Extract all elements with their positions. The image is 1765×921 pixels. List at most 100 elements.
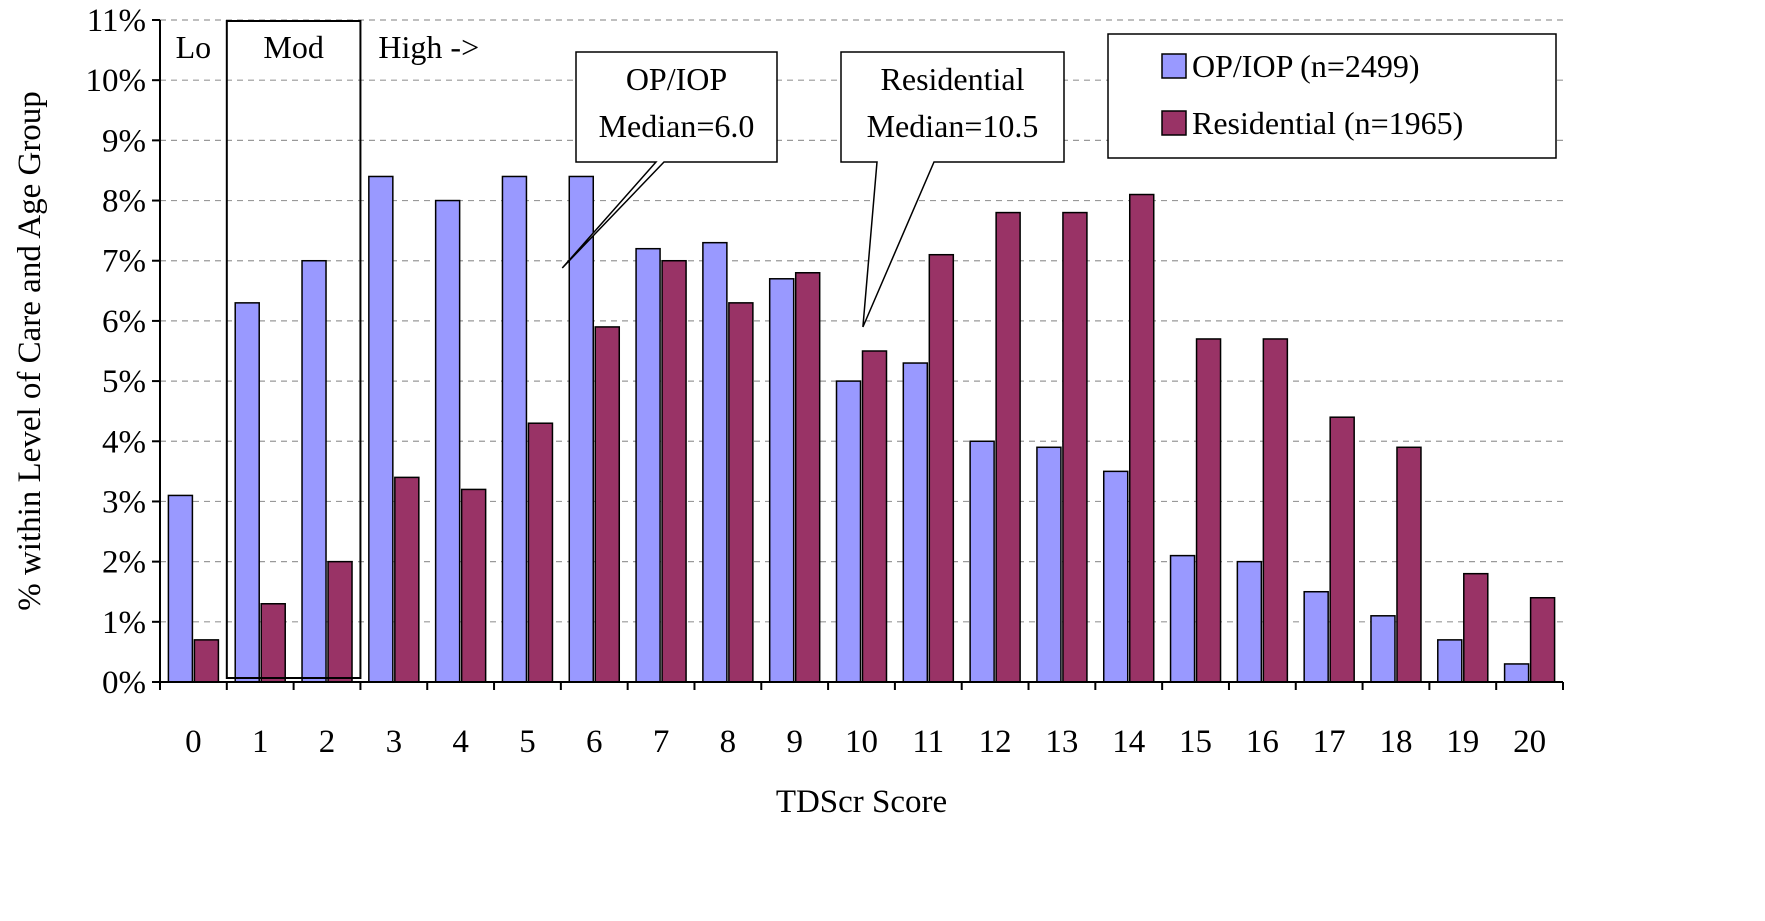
bar-residential bbox=[728, 302, 754, 683]
bar-residential bbox=[1262, 338, 1289, 683]
score-regions: Lo Mod High -> bbox=[176, 20, 479, 679]
x-tick-label: 3 bbox=[386, 724, 403, 760]
bar-residential bbox=[193, 639, 220, 683]
x-tick-label: 6 bbox=[586, 724, 603, 760]
bar-residential bbox=[327, 560, 353, 683]
bar-residential bbox=[460, 488, 487, 683]
bar-op-iop bbox=[635, 247, 661, 683]
callout-box bbox=[840, 51, 1065, 328]
median-callouts: OP/IOP Median=6.0 Residential Median=10.5 bbox=[561, 51, 1065, 328]
bar-op-iop bbox=[835, 380, 862, 683]
bar-op-iop bbox=[1102, 470, 1129, 683]
bar-residential bbox=[1529, 596, 1556, 683]
bar-op-iop bbox=[1370, 615, 1396, 683]
bar-op-iop bbox=[568, 175, 595, 683]
bar-op-iop bbox=[902, 362, 929, 683]
bar-op-iop bbox=[1236, 560, 1263, 683]
x-tick-label: 12 bbox=[979, 724, 1012, 760]
x-tick-label: 13 bbox=[1045, 724, 1078, 760]
x-tick-label: 15 bbox=[1179, 724, 1212, 760]
x-ticks: 0 1 2 3 4 5 6 7 8 9 10 11 12 13 14 15 16 17 18 19 20 bbox=[159, 682, 1564, 760]
bar-op-iop bbox=[167, 494, 194, 683]
y-tick-label: 0% bbox=[102, 665, 146, 701]
x-tick-label: 7 bbox=[653, 724, 670, 760]
x-tick-label: 8 bbox=[720, 724, 737, 760]
x-tick-label: 9 bbox=[786, 724, 803, 760]
callout-box bbox=[561, 51, 778, 269]
region-label: Mod bbox=[263, 29, 323, 65]
bar-op-iop bbox=[1169, 554, 1196, 683]
bar-op-iop bbox=[501, 175, 528, 683]
x-tick-label: 5 bbox=[519, 724, 536, 760]
y-axis-title: % within Level of Care and Age Group bbox=[12, 91, 48, 611]
x-tick-label: 10 bbox=[845, 724, 878, 760]
bar-op-iop bbox=[768, 278, 795, 683]
y-tick-label: 10% bbox=[86, 63, 147, 99]
grid-lines bbox=[160, 19, 1563, 623]
median-callout: OP/IOP Median=6.0 bbox=[561, 51, 778, 269]
callout-text: Median=6.0 bbox=[599, 108, 755, 144]
bar-op-iop bbox=[1036, 446, 1062, 683]
legend-swatch bbox=[1161, 110, 1187, 136]
x-tick-label: 14 bbox=[1112, 724, 1145, 760]
bar-residential bbox=[1463, 572, 1489, 683]
bar-op-iop bbox=[234, 302, 260, 683]
bar-op-iop bbox=[1303, 590, 1329, 683]
x-axis-title: TDScr Score bbox=[776, 784, 947, 820]
callout-text: Residential bbox=[881, 61, 1025, 97]
bar-op-iop bbox=[969, 440, 995, 683]
bar-residential bbox=[1396, 446, 1422, 683]
axes bbox=[152, 20, 1563, 690]
x-tick-label: 1 bbox=[252, 724, 269, 760]
legend: OP/IOP (n=2499) Residential (n=1965) bbox=[1107, 33, 1557, 159]
bar-residential bbox=[995, 211, 1021, 683]
y-tick-label: 5% bbox=[102, 364, 146, 400]
bar-residential bbox=[1062, 211, 1088, 683]
legend-label: OP/IOP (n=2499) bbox=[1192, 48, 1420, 84]
region-label: Lo bbox=[176, 29, 212, 65]
bar-residential bbox=[1195, 338, 1222, 683]
y-tick-label: 7% bbox=[102, 244, 146, 280]
bar-residential bbox=[1329, 416, 1355, 683]
y-tick-label: 4% bbox=[102, 424, 146, 460]
y-tick-label: 8% bbox=[102, 184, 146, 220]
bar-residential bbox=[794, 272, 821, 683]
callout-text: OP/IOP bbox=[626, 61, 727, 97]
x-tick-label: 0 bbox=[185, 724, 202, 760]
bar-residential bbox=[661, 259, 687, 683]
region-label: High -> bbox=[378, 29, 479, 65]
bar-residential bbox=[394, 476, 420, 683]
bars bbox=[167, 175, 1556, 683]
y-tick-label: 11% bbox=[87, 3, 146, 39]
y-tick-label: 9% bbox=[102, 123, 146, 159]
bar-residential bbox=[260, 603, 286, 683]
y-tick-label: 1% bbox=[102, 605, 146, 641]
bar-residential bbox=[594, 326, 621, 683]
x-tick-label: 4 bbox=[452, 724, 469, 760]
bar-residential bbox=[928, 253, 955, 683]
legend-label: Residential (n=1965) bbox=[1192, 105, 1463, 141]
bar-op-iop bbox=[368, 175, 394, 683]
x-tick-label: 19 bbox=[1446, 724, 1479, 760]
bar-op-iop bbox=[702, 241, 728, 683]
y-tick-label: 2% bbox=[102, 545, 146, 581]
bar-op-iop bbox=[434, 199, 461, 683]
x-tick-label: 18 bbox=[1379, 724, 1412, 760]
x-tick-label: 17 bbox=[1313, 724, 1346, 760]
bar-residential bbox=[861, 350, 888, 683]
y-tick-label: 3% bbox=[102, 484, 146, 520]
bar-op-iop bbox=[1437, 639, 1463, 683]
x-tick-label: 20 bbox=[1513, 724, 1546, 760]
bar-residential bbox=[1128, 193, 1155, 683]
median-callout: Residential Median=10.5 bbox=[840, 51, 1065, 328]
x-tick-label: 11 bbox=[912, 724, 944, 760]
x-tick-label: 2 bbox=[319, 724, 336, 760]
mod-region-box bbox=[225, 20, 362, 679]
bar-op-iop bbox=[301, 259, 327, 683]
bar-op-iop bbox=[1503, 663, 1530, 683]
legend-swatch bbox=[1161, 53, 1187, 79]
x-tick-label: 16 bbox=[1246, 724, 1279, 760]
callout-text: Median=10.5 bbox=[867, 108, 1039, 144]
bar-residential bbox=[527, 422, 554, 683]
